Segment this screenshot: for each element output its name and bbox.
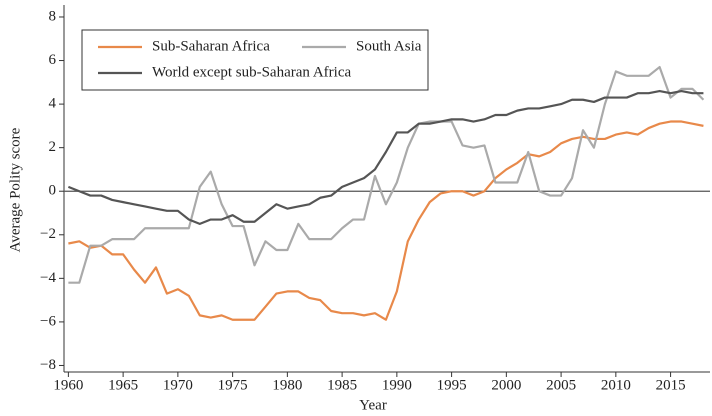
series-line: [68, 65, 705, 284]
x-tick-label: 1995: [437, 377, 467, 393]
x-tick-label: 1965: [108, 377, 138, 393]
series-line: [68, 120, 704, 321]
x-axis-label: Year: [359, 397, 387, 413]
series-line: [67, 89, 704, 225]
y-tick-label: −2: [40, 226, 56, 242]
y-tick-label: 4: [49, 96, 57, 112]
x-tick-label: 1990: [382, 377, 412, 393]
y-tick-label: −8: [40, 357, 56, 373]
legend-label: South Asia: [356, 38, 422, 54]
legend-label: Sub-Saharan Africa: [152, 38, 270, 54]
y-tick-label: 0: [49, 183, 57, 199]
x-tick-label: 2015: [656, 377, 686, 393]
y-tick-label: −4: [40, 270, 56, 286]
y-tick-label: −6: [40, 313, 56, 329]
x-tick-label: 1975: [218, 377, 248, 393]
x-tick-label: 2000: [491, 377, 521, 393]
legend-box: [81, 29, 429, 91]
x-tick-label: 1985: [327, 377, 357, 393]
y-tick-label: 6: [49, 52, 57, 68]
y-axis-label: Average Polity score: [7, 127, 23, 252]
y-tick-label: 8: [49, 8, 57, 24]
y-tick-label: 2: [49, 139, 57, 155]
legend-label: World except sub-Saharan Africa: [152, 64, 351, 80]
x-tick-label: 2005: [546, 377, 576, 393]
x-tick-label: 1960: [53, 377, 83, 393]
x-tick-label: 1970: [163, 377, 193, 393]
x-tick-label: 1980: [272, 377, 302, 393]
x-tick-label: 2010: [601, 377, 631, 393]
